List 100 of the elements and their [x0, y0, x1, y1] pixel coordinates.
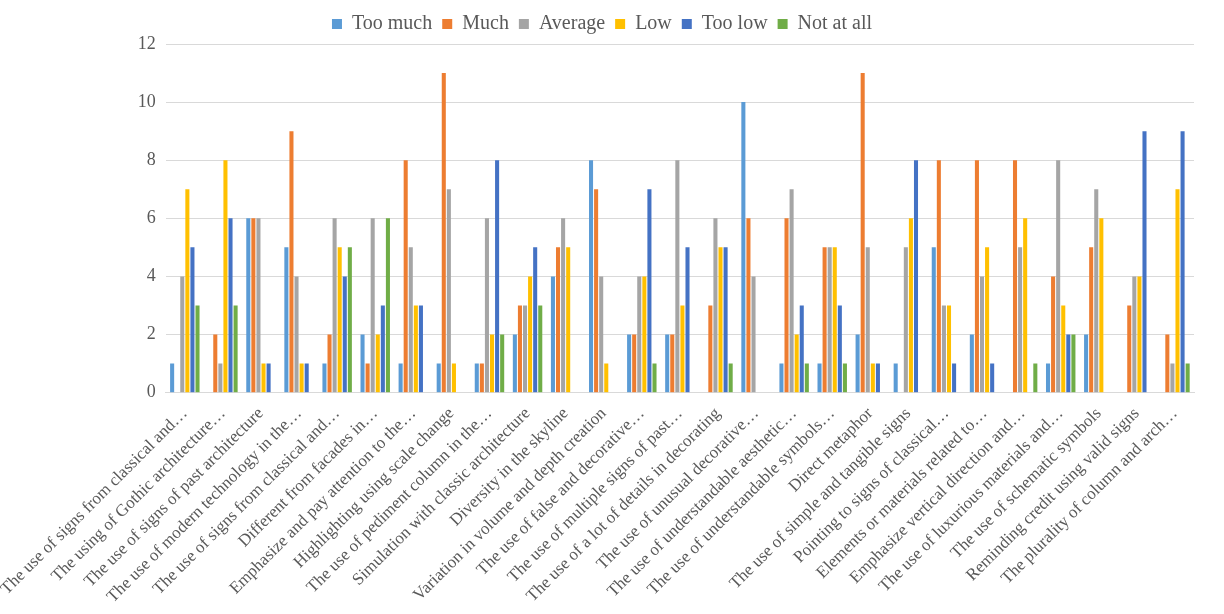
bar — [832, 247, 837, 393]
bar — [870, 363, 875, 393]
bar — [408, 247, 413, 393]
bar — [1012, 160, 1018, 393]
bar — [561, 218, 566, 393]
bar — [266, 363, 271, 393]
bar — [556, 247, 561, 393]
bar — [533, 247, 538, 393]
bar — [913, 160, 919, 393]
bar — [1023, 218, 1028, 393]
bar — [1142, 131, 1147, 393]
bar — [289, 131, 294, 393]
bar — [903, 247, 908, 393]
bar — [441, 73, 446, 393]
bar — [375, 334, 380, 393]
bar — [599, 276, 604, 393]
bar — [784, 218, 789, 393]
bar — [500, 334, 505, 393]
bar — [670, 334, 675, 393]
legend-label: Much — [462, 11, 509, 34]
bar — [327, 334, 332, 393]
bar — [1175, 189, 1180, 393]
bar — [251, 218, 256, 393]
bar — [728, 363, 733, 393]
y-tick-label: 2 — [146, 323, 156, 344]
bar — [180, 276, 185, 393]
bar — [652, 363, 657, 393]
bar — [1137, 276, 1142, 393]
bar — [685, 247, 690, 393]
bar — [370, 218, 375, 393]
bar — [360, 334, 365, 393]
bar — [195, 305, 200, 393]
bar — [246, 218, 251, 393]
bar — [1132, 276, 1137, 393]
bar — [837, 305, 842, 393]
bar — [446, 189, 451, 393]
bar — [1051, 276, 1056, 393]
bar — [304, 363, 309, 393]
bar — [403, 160, 408, 393]
bar — [337, 247, 342, 393]
bar — [436, 363, 441, 393]
bar — [855, 334, 860, 393]
bar — [451, 363, 456, 393]
bar — [299, 363, 304, 393]
bar — [228, 218, 233, 393]
bar — [1180, 131, 1185, 393]
bar — [946, 305, 952, 393]
bar — [170, 363, 175, 393]
bar — [1056, 160, 1061, 393]
bar — [1089, 247, 1094, 393]
bar — [1045, 363, 1051, 393]
bar — [675, 160, 680, 393]
bar — [347, 247, 352, 393]
y-tick-label: 12 — [137, 32, 156, 53]
bar — [969, 334, 974, 393]
bar — [385, 218, 390, 393]
bar — [528, 276, 533, 393]
bar — [213, 334, 218, 393]
bar — [522, 305, 528, 393]
legend-label: Too low — [701, 11, 769, 34]
y-tick-label: 4 — [146, 265, 156, 286]
bar — [365, 363, 370, 393]
bar — [566, 247, 571, 393]
bar — [746, 218, 751, 393]
bar — [413, 305, 418, 393]
bar — [185, 189, 190, 393]
y-tick-label: 10 — [137, 90, 156, 111]
bar — [538, 305, 543, 393]
bar — [799, 305, 804, 393]
legend-label: Low — [635, 11, 673, 34]
bar — [974, 160, 979, 393]
bar — [479, 363, 484, 393]
bar — [647, 189, 652, 393]
bar — [474, 363, 479, 393]
bar — [190, 247, 195, 393]
bar — [779, 363, 784, 393]
bar — [908, 218, 913, 393]
bar — [985, 247, 990, 393]
bar — [1018, 247, 1023, 393]
bar — [489, 334, 495, 393]
bar — [794, 334, 799, 393]
bar — [632, 334, 637, 393]
bar — [261, 363, 266, 393]
bar — [713, 218, 718, 393]
y-tick-label: 6 — [146, 207, 156, 228]
bar — [594, 189, 599, 393]
bar — [223, 160, 228, 393]
bar — [718, 247, 723, 393]
bar — [979, 276, 985, 393]
bar — [1185, 363, 1190, 393]
bar — [218, 363, 223, 393]
bar — [789, 189, 794, 393]
bar — [708, 305, 713, 393]
bar — [936, 160, 941, 393]
bar — [952, 363, 957, 393]
bar — [517, 305, 522, 393]
legend-label: Average — [538, 11, 606, 35]
bar — [332, 218, 337, 393]
bar — [1084, 334, 1089, 393]
bar — [1066, 334, 1071, 393]
